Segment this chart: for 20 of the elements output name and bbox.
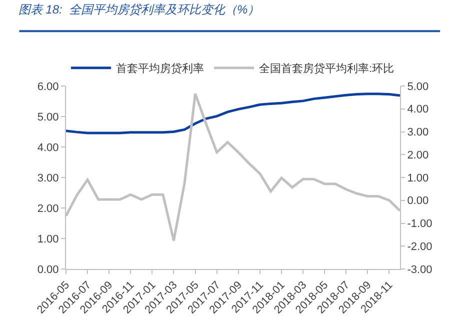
y2-tick-label: -1.00: [407, 218, 432, 230]
y-tick-label: 1.00: [37, 233, 59, 246]
y2-tick-label: 2.00: [407, 149, 429, 162]
chart-title: 图表 18: 全国平均房贷利率及环比变化（%）: [18, 2, 260, 16]
y-tick-label: 5.00: [37, 111, 59, 124]
y2-tick-label: 1.00: [407, 172, 429, 184]
line-series: [66, 92, 400, 134]
y-tick-label: 6.00: [37, 80, 59, 93]
legend-label: 首套平均房贷利率: [116, 62, 204, 76]
y2-tick-label: 5.00: [407, 80, 429, 93]
y2-tick-label: -3.00: [407, 264, 432, 276]
y2-tick-label: 4.00: [407, 104, 429, 116]
y-tick-label: 4.00: [37, 142, 59, 154]
y2-tick-label: -2.00: [407, 240, 432, 253]
y-tick-label: 0.00: [37, 264, 59, 276]
y-tick-label: 2.00: [37, 202, 59, 215]
y2-tick-label: 3.00: [407, 126, 429, 139]
legend-label: 全国首套房贷平均利率:环比: [259, 62, 394, 76]
y2-tick-label: 0.00: [407, 195, 429, 208]
y-tick-label: 3.00: [37, 172, 59, 184]
